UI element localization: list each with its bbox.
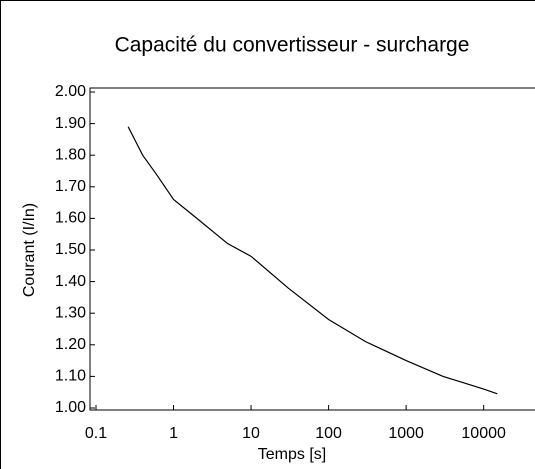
y-tick-label: 1.90 [55, 115, 86, 132]
y-tick-label: 1.60 [55, 210, 86, 227]
y-tick-label: 1.30 [55, 304, 86, 321]
x-axis-title: Temps [s] [258, 446, 326, 463]
chart-title: Capacité du convertisseur - surcharge [115, 34, 470, 57]
y-tick-label: 1.70 [55, 178, 86, 195]
curve [127, 126, 498, 395]
x-tick-label: 10000 [461, 425, 506, 442]
x-tick-label: 100 [315, 425, 342, 442]
y-tick-label: 1.10 [55, 368, 86, 385]
x-tick-label: 0.1 [85, 425, 107, 442]
y-tick-label: 1.40 [55, 273, 86, 290]
x-tick-label: 1000 [388, 425, 424, 442]
y-tick-label: 1.50 [55, 241, 86, 258]
x-tick-label: 1 [169, 425, 178, 442]
x-tick-label: 10 [242, 425, 260, 442]
y-tick-label: 1.00 [55, 399, 86, 416]
y-tick-label: 1.20 [55, 336, 86, 353]
y-tick-label: 1.80 [55, 146, 86, 163]
y-axis-title: Courant (I/In) [21, 203, 38, 297]
y-tick-label: 2.00 [55, 83, 86, 100]
plot-frame [89, 87, 535, 411]
